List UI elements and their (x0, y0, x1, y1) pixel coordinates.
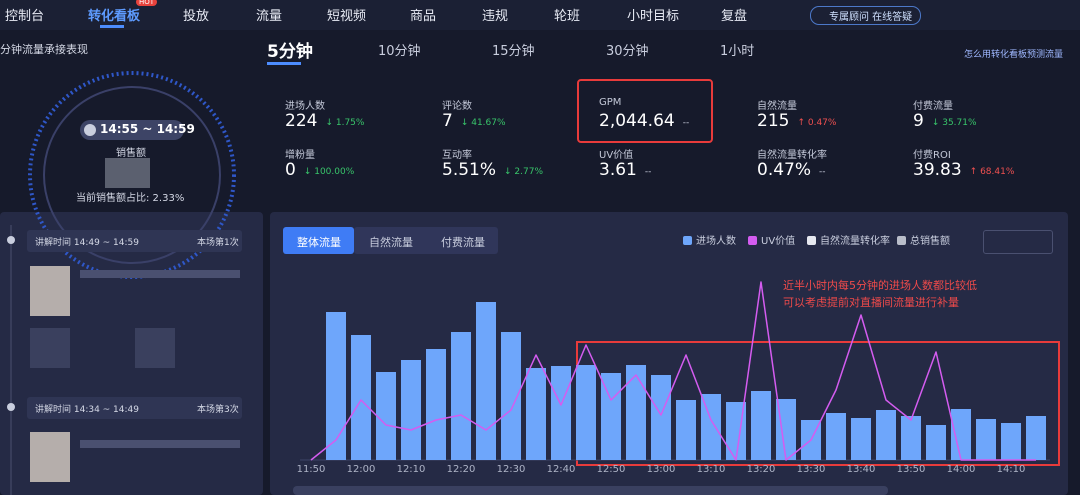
chart-tab[interactable]: 付费流量 (441, 236, 485, 249)
metric-label: UV价值 (599, 150, 634, 161)
metric-label: 互动率 (442, 150, 472, 161)
nav-item[interactable]: 投放 (183, 9, 210, 24)
metric-change: -- (644, 167, 652, 177)
top-bar (0, 0, 1080, 30)
interval-tab[interactable]: 10分钟 (378, 44, 421, 59)
highlight-box (576, 341, 1060, 466)
nav-item[interactable]: 商品 (410, 9, 437, 24)
metric-value: 3.61 (599, 160, 637, 180)
gauge-time: 14:55 ~ 14:59 (100, 122, 195, 136)
interval-tab[interactable]: 30分钟 (606, 44, 649, 59)
explain-time: 讲解时间 14:34 ~ 14:49 (35, 405, 139, 415)
metric-change: ↓ 100.00% (303, 167, 355, 177)
nav-item[interactable]: 小时目标 (627, 9, 680, 24)
interval-tab[interactable]: 15分钟 (492, 44, 535, 59)
metric-value: 5.51% (442, 160, 497, 180)
nav-item[interactable]: 复盘 (721, 9, 748, 24)
highlight-box (577, 79, 713, 143)
nav-item[interactable]: 控制台 (5, 9, 45, 24)
metric-change: ↓ 2.77% (504, 167, 544, 177)
metric-value: 0.47% (757, 160, 812, 180)
metric-label: 付费ROI (913, 150, 951, 161)
interval-tab[interactable]: 1小时 (720, 44, 755, 59)
mosaic (105, 158, 150, 188)
explain-count: 本场第1次 (197, 238, 239, 248)
metric-value: 2,044.64 (599, 111, 675, 131)
metric-change: -- (682, 118, 690, 128)
metric-label: 付费流量 (913, 101, 953, 112)
metric-change: ↑ 0.47% (797, 118, 837, 128)
hot-badge: HOT (136, 0, 158, 6)
interval-tab[interactable]: 5分钟 (267, 42, 313, 62)
metric-label: 增粉量 (285, 150, 315, 161)
metric-label: 自然流量转化率 (757, 150, 827, 161)
nav-item[interactable]: 转化看板 (88, 9, 141, 24)
nav-item[interactable]: 轮班 (554, 9, 581, 24)
clock-icon (84, 124, 96, 136)
chart-tab[interactable]: 整体流量 (297, 236, 341, 249)
metric-value: 0 (285, 160, 296, 180)
help-link[interactable]: 怎么用转化看板预测流量 (964, 50, 1064, 60)
metric-value: 39.83 (913, 160, 962, 180)
tab-underline (267, 62, 301, 65)
advisor-badge[interactable]: 专属顾问 在线答疑 (810, 6, 922, 25)
explain-panel (0, 212, 263, 495)
gauge-label: 销售额 (116, 148, 146, 159)
explain-count: 本场第3次 (197, 405, 239, 415)
gauge-share: 当前销售额占比: 2.33% (76, 193, 185, 204)
nav-item[interactable]: 流量 (256, 9, 283, 24)
metric-label: 进场人数 (285, 101, 325, 112)
metric-change: ↓ 1.75% (325, 118, 365, 128)
metric-label: 评论数 (442, 101, 472, 112)
metric-change: ↓ 41.67% (460, 118, 506, 128)
nav-item[interactable]: 违规 (482, 9, 509, 24)
dropdown[interactable] (983, 230, 1053, 254)
scrollbar[interactable] (293, 486, 888, 495)
metric-value: 7 (442, 111, 453, 131)
metric-label: 自然流量 (757, 101, 797, 112)
nav-underline (100, 25, 124, 28)
metric-value: 9 (913, 111, 924, 131)
metric-value: 224 (285, 111, 318, 131)
metric-value: 215 (757, 111, 790, 131)
explain-time: 讲解时间 14:49 ~ 14:59 (35, 238, 139, 248)
metric-change: -- (819, 167, 826, 177)
section-title: 分钟流量承接表现 (0, 43, 88, 56)
nav-item[interactable]: 短视频 (327, 9, 367, 24)
chart-tab[interactable]: 自然流量 (369, 236, 413, 249)
metric-label: GPM (599, 97, 622, 108)
metric-change: ↓ 35.71% (931, 118, 977, 128)
metric-change: ↑ 68.41% (969, 167, 1015, 177)
